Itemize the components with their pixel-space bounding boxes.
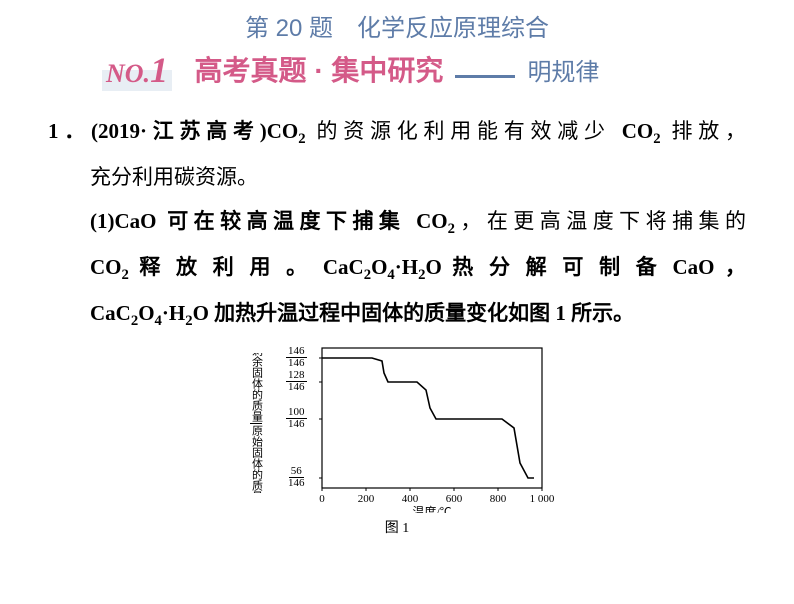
intro-line1: 1．(2019·江苏高考)CO2 的资源化利用能有效减少 CO2 排放，: [48, 109, 746, 155]
text-1: 的资源化利用能有效减少: [306, 119, 622, 143]
co2-a: CO2: [267, 119, 306, 143]
p1-j: ·H: [162, 301, 185, 325]
svg-text:800: 800: [490, 493, 507, 505]
graph-caption: 图 1: [0, 517, 794, 537]
p1-g: O 热 分 解 可 制 备 CaO ，: [425, 255, 746, 279]
p1-label: (1): [90, 209, 115, 233]
p1-h: CaC: [90, 301, 131, 325]
graph-container: 1461461281461001465614602004006008001 00…: [0, 343, 794, 513]
svg-text:1 000: 1 000: [530, 493, 555, 505]
header-line1: 第 20 题 化学反应原理综合: [0, 8, 794, 43]
question-number: 第 20 题: [245, 15, 333, 42]
p1-a: CaO 可在较高温度下捕集 CO2: [115, 209, 455, 233]
p1-line2: CO2 释 放 利 用 。 CaC2O4·H2O 热 分 解 可 制 备 CaO…: [48, 245, 746, 291]
intro-line2: 充分利用碳资源。: [48, 155, 746, 199]
no-label: NO.1: [102, 49, 172, 91]
no-number: 1: [150, 50, 168, 90]
p1-d: 释 放 利 用 。 CaC: [129, 255, 364, 279]
content: 1．(2019·江苏高考)CO2 的资源化利用能有效减少 CO2 排放， 充分利…: [0, 89, 794, 337]
p1-line1: (1)CaO 可在较高温度下捕集 CO2，在更高温度下将捕集的: [48, 199, 746, 245]
p1-line3: CaC2O4·H2O 加热升温过程中固体的质量变化如图 1 所示。: [48, 291, 746, 337]
p1-b: ，在更高温度下将捕集的: [455, 209, 746, 233]
item-number: 1．: [48, 119, 91, 143]
question-title: 化学反应原理综合: [357, 15, 549, 42]
p1-c: CO2: [90, 255, 129, 279]
subtitle: 明规律: [527, 59, 599, 86]
svg-text:400: 400: [402, 493, 419, 505]
p1-i: O: [138, 301, 154, 325]
svg-text:200: 200: [358, 493, 375, 505]
co2-b: CO2: [622, 119, 661, 143]
source: (2019·江苏高考): [91, 119, 267, 143]
mass-graph: 1461461281461001465614602004006008001 00…: [232, 343, 562, 513]
svg-text:温度/℃: 温度/℃: [412, 504, 451, 513]
header-line2: NO.1 高考真题 · 集中研究 明规律: [0, 49, 794, 89]
no-prefix: NO.: [106, 59, 150, 88]
svg-text:0: 0: [319, 493, 325, 505]
main-title: 高考真题 · 集中研究: [195, 55, 444, 86]
p1-e: O: [371, 255, 387, 279]
text-2: 排放，: [661, 119, 746, 143]
dash-line: [455, 75, 515, 78]
svg-text:600: 600: [446, 493, 463, 505]
p1-k: O 加热升温过程中固体的质量变化如图 1 所示。: [193, 301, 635, 325]
p1-f: ·H: [395, 255, 418, 279]
